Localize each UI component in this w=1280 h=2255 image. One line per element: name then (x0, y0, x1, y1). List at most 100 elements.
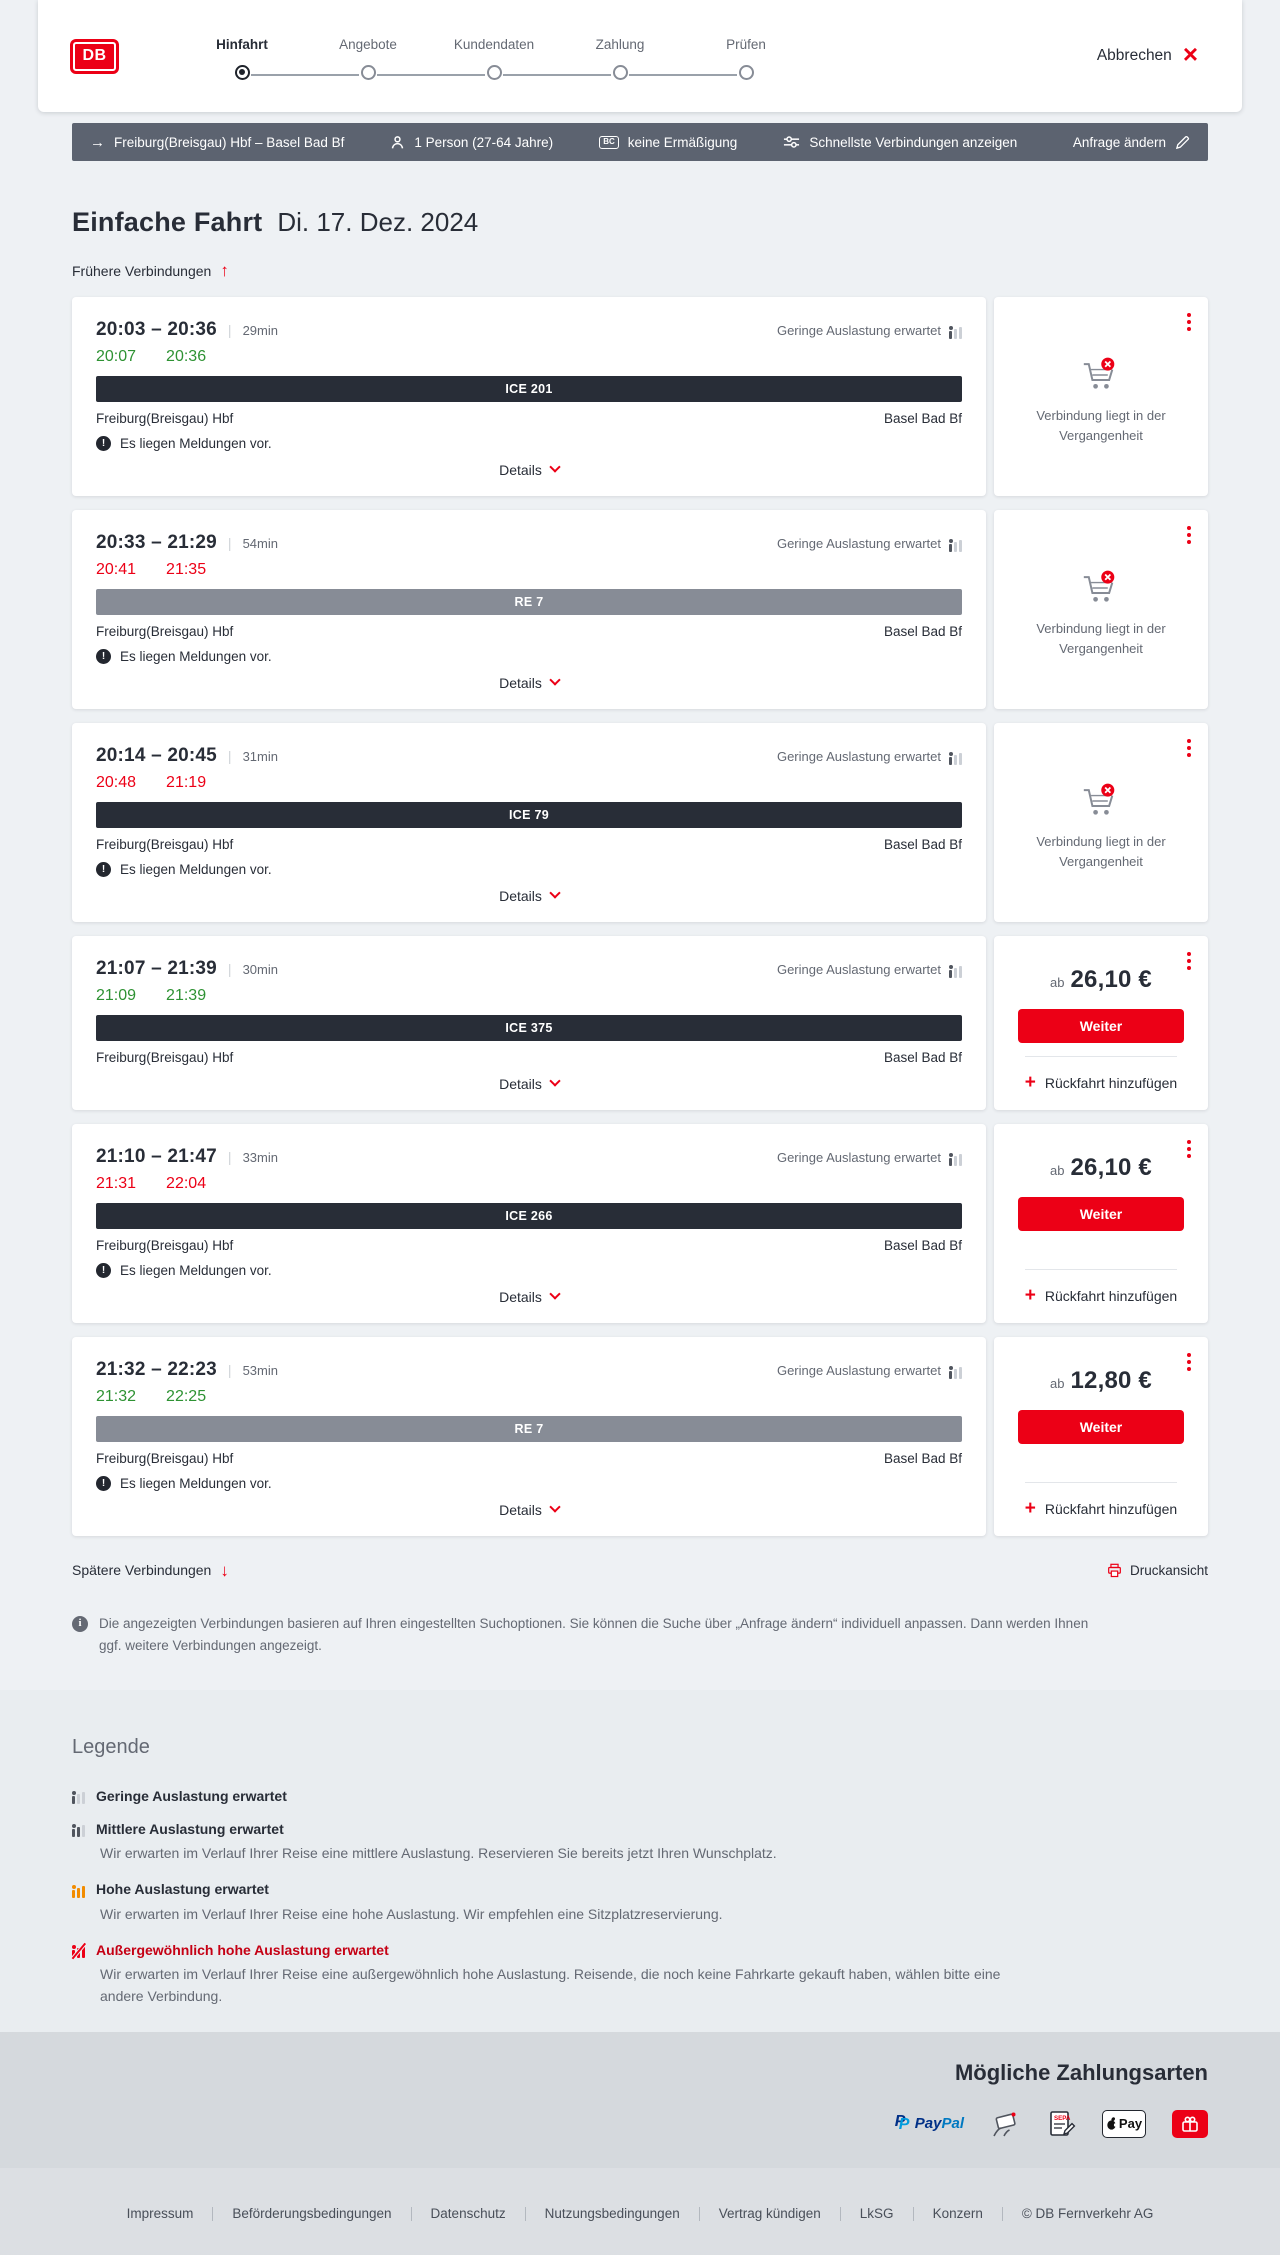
connection-action-panel: Verbindung liegt in der Vergangenheit (994, 509, 1208, 709)
edit-request-button[interactable]: Anfrage ändern (1073, 135, 1190, 150)
db-logo[interactable]: DB (70, 38, 119, 74)
legend-item: Außergewöhnlich hohe Auslastung erwartet… (71, 1941, 1208, 2007)
divider (839, 2206, 841, 2221)
details-label: Details (499, 887, 542, 904)
progress-step-label: Hinfahrt (216, 36, 268, 52)
more-options-button[interactable] (1184, 949, 1194, 973)
progress-step: Zahlung (557, 37, 737, 80)
fastest-connections-label: Schnellste Verbindungen anzeigen (809, 134, 1018, 150)
cart-unavailable-icon (1083, 357, 1115, 389)
more-options-button[interactable] (1184, 1137, 1194, 1161)
train-label-bar: RE 7 (96, 588, 962, 615)
legend-item-label: Mittlere Auslastung erwartet (96, 1820, 284, 1837)
origin-station: Freiburg(Breisgau) Hbf (96, 1450, 234, 1466)
divider (1001, 2206, 1003, 2221)
top-header: DB Hinfahrt Angebote Kundendaten Zahlung… (38, 0, 1242, 112)
footer-link[interactable]: Beförderungsbedingungen (232, 2206, 392, 2222)
notice-text: Es liegen Meldungen vor. (120, 648, 272, 664)
connection-action-panel: Verbindung liegt in der Vergangenheit (994, 296, 1208, 496)
price-value: 26,10 € (1070, 1153, 1152, 1181)
details-toggle[interactable]: Details (96, 674, 962, 695)
arrow-down-icon: ↓ (220, 1560, 229, 1580)
close-icon: × (1182, 39, 1198, 70)
paypal-mark-back: P (894, 2113, 906, 2131)
later-connections-link[interactable]: Spätere Verbindungen ↓ (72, 1562, 229, 1579)
more-options-button[interactable] (1184, 1350, 1194, 1374)
time-row: 21:10 – 21:47 | 33min Geringe Auslastung… (96, 1146, 962, 1168)
details-toggle[interactable]: Details (96, 1288, 962, 1309)
add-return-trip-button[interactable]: + Rückfahrt hinzufügen (1024, 1055, 1178, 1110)
scheduled-times: 21:10 – 21:47 (96, 1145, 217, 1167)
price-value: 26,10 € (1070, 965, 1152, 993)
add-return-trip-button[interactable]: + Rückfahrt hinzufügen (1024, 1268, 1178, 1323)
legend-item-description: Wir erwarten im Verlauf Ihrer Reise eine… (100, 1966, 1001, 2005)
footer-link[interactable]: LkSG (859, 2206, 894, 2222)
progress-step-dot (486, 64, 502, 80)
footer-link[interactable]: Vertrag kündigen (718, 2206, 821, 2222)
scheduled-times: 21:07 – 21:39 (96, 957, 217, 979)
more-options-button[interactable] (1184, 310, 1194, 334)
discount-label: keine Ermäßigung (627, 134, 738, 150)
occupancy-label: Geringe Auslastung erwartet (776, 1362, 941, 1378)
continue-button[interactable]: Weiter (1018, 1008, 1184, 1043)
plus-icon: + (1024, 1071, 1036, 1093)
details-toggle[interactable]: Details (96, 1075, 962, 1096)
actual-departure: 20:48 (96, 773, 137, 791)
print-view-button[interactable]: Druckansicht (1107, 1563, 1208, 1578)
more-options-button[interactable] (1184, 523, 1194, 547)
connection-card: 21:07 – 21:39 | 30min Geringe Auslastung… (72, 935, 1208, 1110)
fastest-connections-toggle[interactable]: Schnellste Verbindungen anzeigen (783, 135, 1017, 150)
more-options-button[interactable] (1184, 736, 1194, 760)
destination-station: Basel Bad Bf (883, 623, 962, 639)
connection-details: 21:10 – 21:47 | 33min Geringe Auslastung… (72, 1123, 986, 1323)
passenger-summary: 1 Person (27-64 Jahre) (390, 135, 553, 150)
continue-button[interactable]: Weiter (1018, 1196, 1184, 1231)
apple-pay-icon: Pay (1102, 2109, 1146, 2138)
apple-logo (1107, 2117, 1117, 2130)
duration: 33min (242, 1149, 278, 1165)
earlier-connections-link[interactable]: Frühere Verbindungen ↑ (72, 262, 229, 279)
notice-row: ! Es liegen Meldungen vor. (96, 648, 962, 664)
actual-times: 20:48 21:19 (96, 774, 962, 792)
person-icon (392, 135, 404, 148)
details-toggle[interactable]: Details (96, 461, 962, 482)
past-connection-block: Verbindung liegt in der Vergangenheit (994, 510, 1208, 709)
details-toggle[interactable]: Details (96, 1501, 962, 1522)
footer-link[interactable]: Nutzungsbedingungen (544, 2206, 680, 2222)
paypal-mark-front: P (898, 2116, 910, 2134)
occupancy-icon (948, 1149, 962, 1166)
add-return-trip-button[interactable]: + Rückfahrt hinzufügen (1024, 1481, 1178, 1536)
footer-link[interactable]: Impressum (126, 2206, 194, 2222)
occupancy-icon (948, 748, 962, 765)
legend-item: Mittlere Auslastung erwartet Wir erwarte… (71, 1820, 1208, 1865)
details-toggle[interactable]: Details (96, 887, 962, 908)
footer-link[interactable]: Datenschutz (430, 2206, 506, 2222)
chevron-down-icon (549, 1288, 561, 1300)
actual-times: 21:09 21:39 (96, 987, 962, 1005)
connection-details: 21:07 – 21:39 | 30min Geringe Auslastung… (72, 935, 986, 1110)
actual-arrival: 21:35 (166, 560, 207, 578)
info-text: Die angezeigten Verbindungen basieren au… (99, 1615, 1089, 1653)
actual-arrival: 22:04 (166, 1174, 207, 1192)
legend-item-label: Außergewöhnlich hohe Auslastung erwartet (96, 1941, 389, 1958)
search-options-info: i Die angezeigten Verbindungen basieren … (72, 1613, 1092, 1658)
past-connection-message: Verbindung liegt in der Vergangenheit (1036, 407, 1166, 443)
price-line: ab 26,10 € (1050, 1154, 1152, 1182)
scheduled-times: 20:03 – 20:36 (96, 318, 217, 340)
copyright: © DB Fernverkehr AG (1021, 2206, 1154, 2222)
cancel-button[interactable]: Abbrechen × (1097, 39, 1198, 70)
price-value: 12,80 € (1070, 1366, 1152, 1394)
chevron-down-icon (549, 1075, 561, 1087)
scheduled-times: 20:14 – 20:45 (96, 744, 217, 766)
occupancy-icon (948, 1362, 962, 1379)
footer-link[interactable]: Konzern (932, 2206, 983, 2222)
actual-arrival: 21:39 (166, 986, 207, 1004)
continue-button[interactable]: Weiter (1018, 1409, 1184, 1444)
payment-section: Mögliche Zahlungsarten P P PayPal SEPA (0, 2031, 1280, 2168)
stations-row: Freiburg(Breisgau) Hbf Basel Bad Bf (96, 411, 962, 426)
route-summary: → Freiburg(Breisgau) Hbf – Basel Bad Bf (90, 134, 344, 151)
time-row: 20:14 – 20:45 | 31min Geringe Auslastung… (96, 745, 962, 767)
plus-icon: + (1024, 1497, 1036, 1519)
price-prefix: ab (1050, 1375, 1065, 1391)
notice-text: Es liegen Meldungen vor. (120, 1475, 272, 1491)
